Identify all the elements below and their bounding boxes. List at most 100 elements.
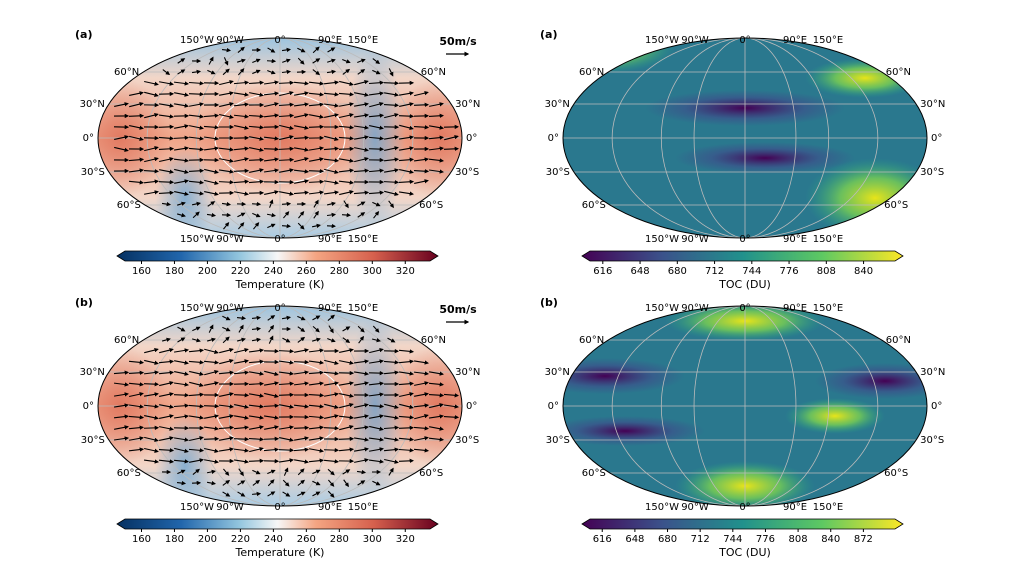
wind-vector xyxy=(293,425,310,431)
wind-vector xyxy=(294,113,309,119)
lon-label: 90°E xyxy=(318,35,342,46)
wind-vector xyxy=(206,480,217,486)
wind-vector xyxy=(399,124,414,131)
colorbar-tick-label: 840 xyxy=(821,534,840,545)
map-outline xyxy=(562,305,928,507)
lon-label: 150°W xyxy=(180,502,214,513)
wind-vector xyxy=(327,468,335,476)
wind-vector xyxy=(368,459,385,464)
wind-vector xyxy=(222,491,231,497)
wind-vector xyxy=(248,359,265,364)
wind-vector xyxy=(354,447,369,452)
wind-vector xyxy=(339,424,354,431)
wind-vector xyxy=(204,459,219,464)
colorbar-label: TOC (DU) xyxy=(718,546,771,559)
wind-vector xyxy=(398,437,415,442)
wind-vector xyxy=(188,136,205,141)
lon-label: 90°W xyxy=(681,35,709,46)
lon-label: 0° xyxy=(739,35,750,46)
lat-label: 30°S xyxy=(920,435,944,446)
wind-vector xyxy=(249,393,264,398)
wind-vector xyxy=(144,359,159,365)
wind-vector xyxy=(339,381,354,386)
wind-vector xyxy=(234,157,249,162)
wind-vector xyxy=(253,222,260,230)
wind-vector xyxy=(268,335,274,344)
wind-vector xyxy=(293,370,310,375)
wind-vector xyxy=(327,338,336,343)
wind-vector xyxy=(173,158,190,163)
wind-vector xyxy=(282,491,291,497)
lon-label: 90°E xyxy=(783,35,807,46)
wind-vector xyxy=(267,47,276,53)
wind-vector xyxy=(343,200,349,209)
colorbar-tick-label: 280 xyxy=(330,266,349,277)
wind-vector xyxy=(308,102,325,107)
wind-vector xyxy=(414,413,429,420)
lon-label: 150°E xyxy=(813,234,843,245)
wind-vector xyxy=(428,169,445,174)
wind-vector xyxy=(327,479,335,487)
wind-vector xyxy=(264,381,279,386)
lon-label: 150°E xyxy=(348,234,378,245)
wind-vector xyxy=(252,469,261,475)
wind-vector xyxy=(308,190,325,195)
wind-vector xyxy=(248,157,265,163)
lon-label: 150°E xyxy=(348,303,378,314)
wind-vector xyxy=(388,68,394,77)
wind-vector xyxy=(192,338,201,343)
lat-label: 30°N xyxy=(80,99,105,110)
wind-vector xyxy=(128,180,145,185)
wind-vector xyxy=(208,324,214,333)
wind-vector xyxy=(443,404,460,409)
wind-vector xyxy=(413,157,430,162)
wind-vector xyxy=(308,360,325,365)
wind-vector xyxy=(128,157,145,162)
wind-vector xyxy=(189,381,204,388)
wind-vector xyxy=(384,458,399,464)
lat-label: 30°N xyxy=(455,367,480,378)
wind-vector xyxy=(339,348,354,353)
wind-vector xyxy=(203,360,220,365)
wind-vector xyxy=(203,136,220,141)
wind-vector xyxy=(357,212,366,218)
wind-vector xyxy=(159,436,174,441)
wind-vector xyxy=(368,168,385,173)
wind-vector xyxy=(267,223,276,229)
lat-label: 0° xyxy=(548,401,559,412)
wind-vector xyxy=(353,359,370,364)
wind-vector xyxy=(219,113,234,119)
colorbar xyxy=(116,518,439,530)
wind-vector xyxy=(264,190,279,195)
wind-vector xyxy=(338,436,355,442)
lat-label: 60°S xyxy=(884,200,908,211)
lon-label: 0° xyxy=(274,502,285,513)
wind-vector xyxy=(159,392,174,397)
wind-vector xyxy=(414,436,429,441)
wind-vector xyxy=(158,114,175,119)
map-outline xyxy=(562,37,928,239)
wind-vector xyxy=(173,81,190,86)
wind-vector xyxy=(237,480,246,486)
wind-vector xyxy=(398,448,415,453)
wind-vector xyxy=(248,404,265,409)
wind-vector xyxy=(158,448,175,453)
wind-vector xyxy=(354,458,369,463)
wind-vector xyxy=(414,381,429,386)
wind-vector xyxy=(237,46,245,54)
wind-vector xyxy=(188,404,205,409)
wind-vector xyxy=(339,113,354,119)
wind-vector xyxy=(204,179,219,185)
wind-vector xyxy=(297,491,306,497)
wind-vector xyxy=(269,199,274,208)
lon-label: 0° xyxy=(739,234,750,245)
wind-vector xyxy=(399,146,414,151)
wind-vector xyxy=(249,425,264,430)
lon-label: 90°W xyxy=(681,502,709,513)
wind-vector xyxy=(114,425,129,430)
wind-vector xyxy=(428,393,445,398)
wind-vector xyxy=(113,382,130,387)
wind-vector xyxy=(312,469,321,475)
lat-label: 0° xyxy=(83,133,94,144)
